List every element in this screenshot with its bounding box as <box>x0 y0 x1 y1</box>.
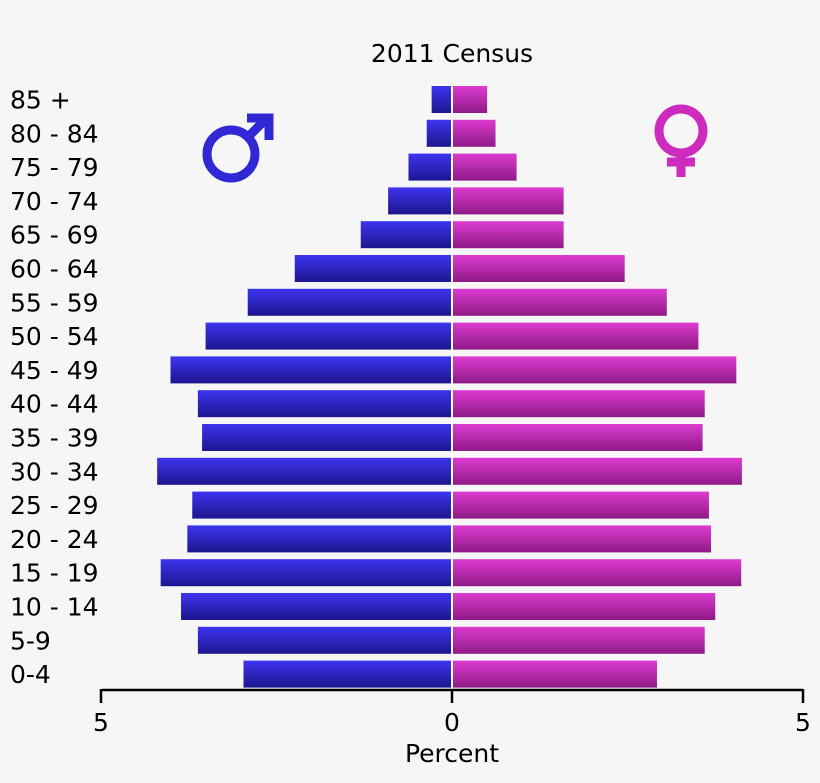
bar-male-6 <box>247 288 452 316</box>
age-label-3: 70 - 74 <box>10 187 99 216</box>
age-label-13: 20 - 24 <box>10 525 99 554</box>
bar-female-11 <box>452 457 742 485</box>
age-label-0: 85 + <box>10 86 71 115</box>
bar-male-13 <box>187 525 452 553</box>
bar-female-8 <box>452 356 737 384</box>
age-label-8: 45 - 49 <box>10 356 99 385</box>
bar-male-1 <box>426 119 452 147</box>
bar-male-14 <box>160 559 453 587</box>
bar-male-12 <box>192 491 452 519</box>
bar-female-7 <box>452 322 699 350</box>
male-symbol-icon <box>202 113 274 183</box>
bar-male-3 <box>388 187 452 215</box>
bar-female-4 <box>452 221 564 249</box>
age-label-10: 35 - 39 <box>10 424 99 453</box>
age-label-16: 5-9 <box>10 626 51 655</box>
bar-female-0 <box>452 86 488 113</box>
bar-male-17 <box>243 660 452 688</box>
age-label-5: 60 - 64 <box>10 255 99 284</box>
x-axis: 5 0 5 <box>93 688 811 737</box>
bar-female-9 <box>452 390 705 418</box>
bar-female-6 <box>452 288 667 316</box>
age-label-12: 25 - 29 <box>10 491 99 520</box>
bar-male-5 <box>294 255 452 282</box>
bar-male-7 <box>205 322 452 350</box>
age-label-4: 65 - 69 <box>10 221 99 250</box>
age-label-1: 80 - 84 <box>10 119 99 148</box>
bar-female-1 <box>452 119 496 147</box>
bar-male-10 <box>202 424 452 451</box>
bar-male-4 <box>360 221 452 249</box>
bar-male-9 <box>197 390 452 418</box>
bar-female-5 <box>452 255 625 282</box>
age-label-14: 15 - 19 <box>10 559 99 588</box>
bar-female-2 <box>452 153 517 181</box>
chart-title: 2011 Census <box>371 39 533 68</box>
bars-group <box>157 86 742 688</box>
age-label-9: 40 - 44 <box>10 390 99 419</box>
bar-male-0 <box>431 86 452 113</box>
bar-male-16 <box>197 626 452 654</box>
bar-female-14 <box>452 559 742 587</box>
bar-male-15 <box>181 593 452 620</box>
age-group-labels: 85 + 80 - 84 75 - 79 70 - 74 65 - 69 60 - 64 5… <box>10 86 99 690</box>
age-label-17: 0-4 <box>10 660 51 689</box>
age-label-2: 75 - 79 <box>10 153 99 182</box>
age-label-7: 50 - 54 <box>10 322 99 351</box>
bar-female-10 <box>452 424 703 451</box>
bar-female-15 <box>452 593 716 620</box>
x-tick-label-0: 5 <box>93 708 109 737</box>
age-label-11: 30 - 34 <box>10 457 99 486</box>
age-label-15: 10 - 14 <box>10 593 99 622</box>
bar-female-17 <box>452 660 657 688</box>
bar-male-8 <box>170 356 453 384</box>
bar-female-16 <box>452 626 705 654</box>
x-axis-label: Percent <box>405 739 499 768</box>
x-tick-label-1: 0 <box>444 708 460 737</box>
bar-male-11 <box>157 457 452 485</box>
bar-female-12 <box>452 491 709 519</box>
age-label-6: 55 - 59 <box>10 288 99 317</box>
bar-female-13 <box>452 525 712 553</box>
bar-female-3 <box>452 187 564 215</box>
female-symbol-icon <box>654 104 708 177</box>
bar-male-2 <box>408 153 452 181</box>
x-tick-label-2: 5 <box>795 708 811 737</box>
